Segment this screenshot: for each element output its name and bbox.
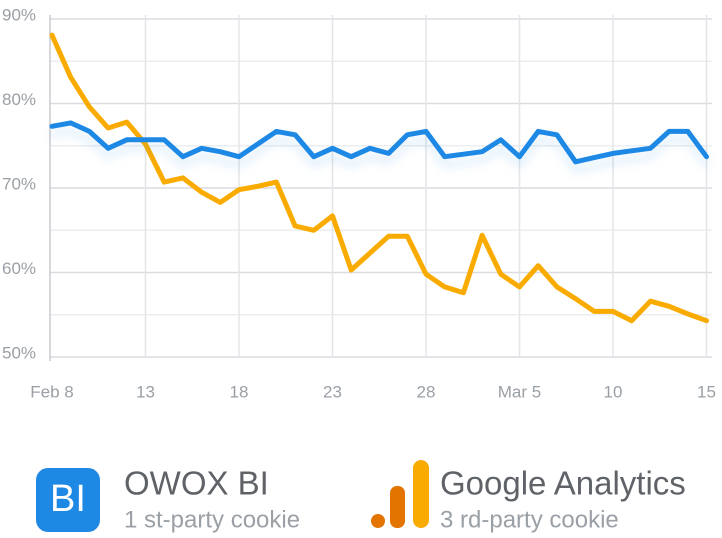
legend-sublabel: 1 st-party cookie bbox=[124, 506, 300, 533]
x-tick-label: 13 bbox=[136, 382, 155, 401]
y-tick-label: 60% bbox=[2, 259, 36, 278]
series-line bbox=[49, 120, 709, 165]
x-tick-label: Feb 8 bbox=[30, 382, 73, 401]
owox-icon bbox=[36, 468, 100, 532]
plot: 50% 60% 70% 80% 90% Feb 8 13 18 23 28 Mar 5 10 15 bbox=[2, 5, 716, 401]
legend-label: OWOX BI bbox=[124, 465, 269, 502]
ga-icon-dot bbox=[371, 514, 385, 528]
ga-icon-bar bbox=[413, 460, 429, 528]
ga-icon-bar bbox=[390, 486, 405, 528]
series-line bbox=[49, 32, 709, 324]
y-tick-label: 70% bbox=[2, 174, 36, 193]
legend-sublabel: 3 rd-party cookie bbox=[440, 506, 619, 533]
legend-label: Google Analytics bbox=[440, 465, 686, 502]
x-tick-label: Mar 5 bbox=[498, 382, 541, 401]
y-tick-label: 90% bbox=[2, 5, 36, 24]
y-tick-label: 80% bbox=[2, 90, 36, 109]
x-tick-label: 15 bbox=[697, 382, 716, 401]
x-tick-label: 23 bbox=[323, 382, 342, 401]
x-tick-label: 28 bbox=[417, 382, 436, 401]
x-tick-label: 18 bbox=[230, 382, 249, 401]
legend: BI OWOX BI 1 st-party cookie Google Anal… bbox=[36, 460, 686, 533]
owox-icon-text: BI bbox=[50, 478, 86, 520]
x-tick-label: 10 bbox=[604, 382, 623, 401]
y-tick-label: 50% bbox=[2, 343, 36, 362]
